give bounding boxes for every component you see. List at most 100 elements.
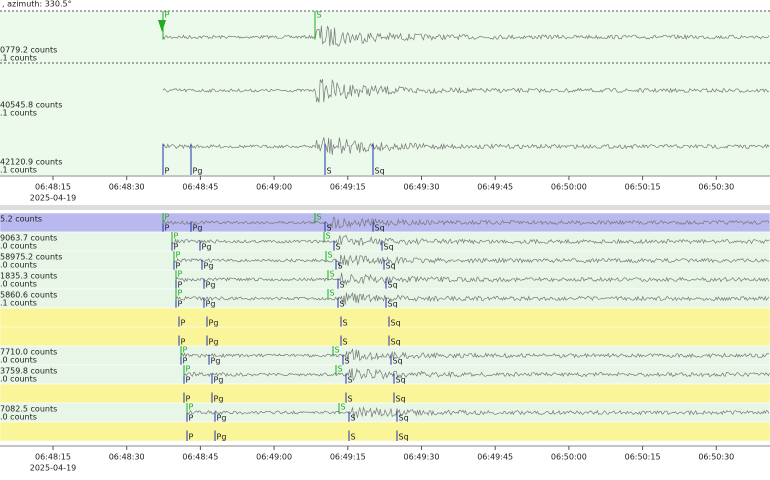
time-tick-label: 06:49:45 — [477, 453, 513, 462]
time-tick-label: 06:49:30 — [404, 183, 440, 192]
time-tick-label: 06:50:00 — [551, 453, 587, 462]
pick-label: Sq — [391, 319, 401, 328]
time-tick-label: 06:48:30 — [109, 183, 145, 192]
pick-label: P — [181, 338, 186, 347]
pick-label: Pg — [209, 338, 219, 347]
time-tick-label: 06:50:15 — [625, 453, 661, 462]
trace-background — [0, 212, 770, 233]
pick-label: Pg — [202, 243, 212, 252]
pick-label: Pg — [193, 224, 203, 233]
pick-label: S — [328, 251, 333, 260]
pick-label: S — [330, 270, 335, 279]
amplitude-label: 40545.8 counts — [0, 101, 62, 110]
amplitude-label: 42120.9 counts — [0, 158, 62, 167]
pick-label: P — [174, 232, 179, 241]
panel-divider — [0, 205, 770, 210]
offset-label: .1 counts — [0, 54, 37, 63]
pick-label: P — [176, 251, 181, 260]
offset-label: .0 counts — [0, 261, 37, 270]
waveform — [162, 25, 770, 47]
offset-label: .0 counts — [0, 375, 37, 384]
pick-label: S — [335, 346, 340, 355]
amplitude-label: 5.2 counts — [0, 215, 42, 224]
waveform — [162, 137, 770, 155]
amplitude-label: 58975.2 counts — [0, 253, 62, 262]
amplitude-label: 3759.8 counts — [0, 367, 57, 376]
pick-label: P — [165, 224, 170, 233]
amplitude-label: 7710.0 counts — [0, 348, 57, 357]
time-tick-label: 06:48:15 — [35, 453, 71, 462]
date-label: 2025-04-19 — [30, 464, 77, 473]
pick-marker — [158, 20, 166, 32]
pick-label: S — [327, 224, 332, 233]
pick-label: Pg — [206, 281, 216, 290]
pick-label: S — [330, 289, 335, 298]
pick-label: P — [186, 376, 191, 385]
pick-label: Pg — [217, 433, 227, 442]
offset-label: .0 counts — [0, 242, 37, 251]
time-tick-label: 06:48:45 — [182, 453, 218, 462]
pick-label: Pg — [211, 357, 221, 366]
pick-label: Sq — [399, 414, 409, 423]
offset-label: .0 counts — [0, 356, 37, 365]
pick-label: S — [340, 300, 345, 309]
pick-label: Pg — [193, 167, 203, 176]
pick-label: S — [345, 357, 350, 366]
pick-label: S — [351, 433, 356, 442]
pick-label: S — [340, 281, 345, 290]
pick-label: P — [176, 262, 181, 271]
pick-label: Sq — [396, 395, 406, 404]
pick-label: S — [336, 243, 341, 252]
waveform — [175, 272, 770, 286]
time-tick-label: 06:49:45 — [477, 183, 513, 192]
trace-background — [0, 326, 770, 347]
date-label: 2025-04-19 — [30, 194, 77, 203]
amplitude-label: 0779.2 counts — [0, 46, 57, 55]
time-tick-label: 06:49:00 — [256, 183, 292, 192]
offset-label: .0 counts — [0, 280, 37, 289]
pick-label: Pg — [214, 376, 224, 385]
offset-label: .1 counts — [0, 109, 37, 118]
time-tick-label: 06:50:00 — [551, 183, 587, 192]
offset-label: .0 counts — [0, 413, 37, 422]
time-tick-label: 06:49:00 — [256, 453, 292, 462]
waveform — [180, 348, 770, 362]
pick-label: S — [341, 403, 346, 412]
pick-label: S — [343, 338, 348, 347]
waveform — [186, 406, 770, 419]
pick-label: P — [186, 395, 191, 404]
pick-label: S — [327, 167, 332, 176]
pick-label: Sq — [388, 281, 398, 290]
pick-label: Sq — [375, 224, 385, 233]
pick-label: P — [178, 270, 183, 279]
amplitude-label: 5860.6 counts — [0, 291, 57, 300]
header-title: , azimuth: 330.5° — [2, 0, 72, 9]
offset-label: .1 counts — [0, 166, 37, 175]
waveform — [162, 78, 770, 103]
time-tick-label: 06:50:30 — [698, 183, 734, 192]
pick-label: Pg — [206, 300, 216, 309]
amplitude-label: 7082.5 counts — [0, 405, 57, 414]
waveform — [175, 291, 770, 305]
pick-label: Sq — [396, 376, 406, 385]
pick-label: S — [351, 414, 356, 423]
trace-background — [0, 345, 770, 366]
pick-label: Sq — [375, 167, 385, 176]
pick-label: P — [165, 167, 170, 176]
time-tick-label: 06:49:15 — [330, 453, 366, 462]
pick-label: Sq — [391, 338, 401, 347]
pick-label: Pg — [209, 319, 219, 328]
pick-label: P — [165, 11, 170, 20]
pick-label: S — [338, 365, 343, 374]
waveform — [162, 216, 770, 229]
time-tick-label: 06:50:30 — [698, 453, 734, 462]
pick-label: P — [165, 213, 170, 222]
pick-label: S — [343, 319, 348, 328]
pick-label: P — [178, 281, 183, 290]
time-tick-label: 06:48:30 — [109, 453, 145, 462]
pick-label: P — [178, 300, 183, 309]
time-tick-label: 06:48:15 — [35, 183, 71, 192]
time-tick-label: 06:48:45 — [182, 183, 218, 192]
pick-label: P — [186, 365, 191, 374]
